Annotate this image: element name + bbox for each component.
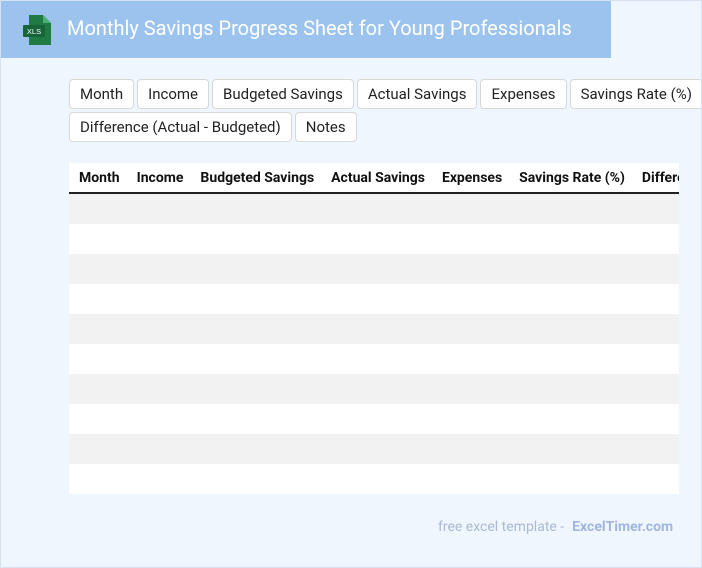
column-header: Income bbox=[136, 170, 184, 186]
table-row bbox=[69, 254, 679, 284]
column-chip: Income bbox=[137, 79, 209, 109]
table: Month Income Budgeted Savings Actual Saving… bbox=[69, 163, 679, 494]
title: Monthly Savings Progress Sheet for Young… bbox=[67, 16, 572, 40]
column-chip: Actual Savings bbox=[356, 79, 478, 109]
column-header: Savings Rate (%) bbox=[519, 170, 625, 186]
footer-text: free excel template - bbox=[438, 519, 565, 535]
column-chip: Month bbox=[69, 79, 135, 109]
table-row bbox=[69, 224, 679, 254]
table-row bbox=[69, 194, 679, 224]
table-row bbox=[69, 374, 679, 404]
table-row bbox=[69, 344, 679, 374]
column-header: Budgeted Savings bbox=[200, 170, 315, 186]
footer-brand[interactable]: ExcelTimer.com bbox=[572, 519, 674, 535]
icon-label: XLS bbox=[27, 27, 41, 36]
table-header: Month Income Budgeted Savings Actual Saving… bbox=[69, 163, 679, 194]
table-row bbox=[69, 434, 679, 464]
table-row bbox=[69, 314, 679, 344]
table-row bbox=[69, 284, 679, 314]
table-row bbox=[69, 464, 679, 494]
column-chip: Expenses bbox=[480, 79, 567, 109]
column-header: Actual Savings bbox=[331, 170, 425, 186]
footer: free excel template - ExcelTimer.com bbox=[438, 519, 673, 535]
table-body bbox=[69, 194, 679, 494]
column-chip: Budgeted Savings bbox=[212, 79, 354, 109]
column-header: Expenses bbox=[441, 170, 503, 186]
column-chip: Savings Rate (%) bbox=[569, 79, 701, 109]
column-header: Month bbox=[79, 170, 120, 186]
column-chip: Difference (Actual - Budgeted) bbox=[69, 112, 292, 142]
chip-list: Month Income Budgeted Savings Actual Saving… bbox=[69, 79, 701, 142]
header-bar: XLS Monthly Savings Progress Sheet for Y… bbox=[1, 1, 611, 58]
column-header: Difference (Actual - Budgeted) bbox=[641, 170, 679, 186]
column-chip: Notes bbox=[294, 112, 357, 142]
xls-icon: XLS bbox=[23, 15, 51, 45]
table-row bbox=[69, 404, 679, 434]
